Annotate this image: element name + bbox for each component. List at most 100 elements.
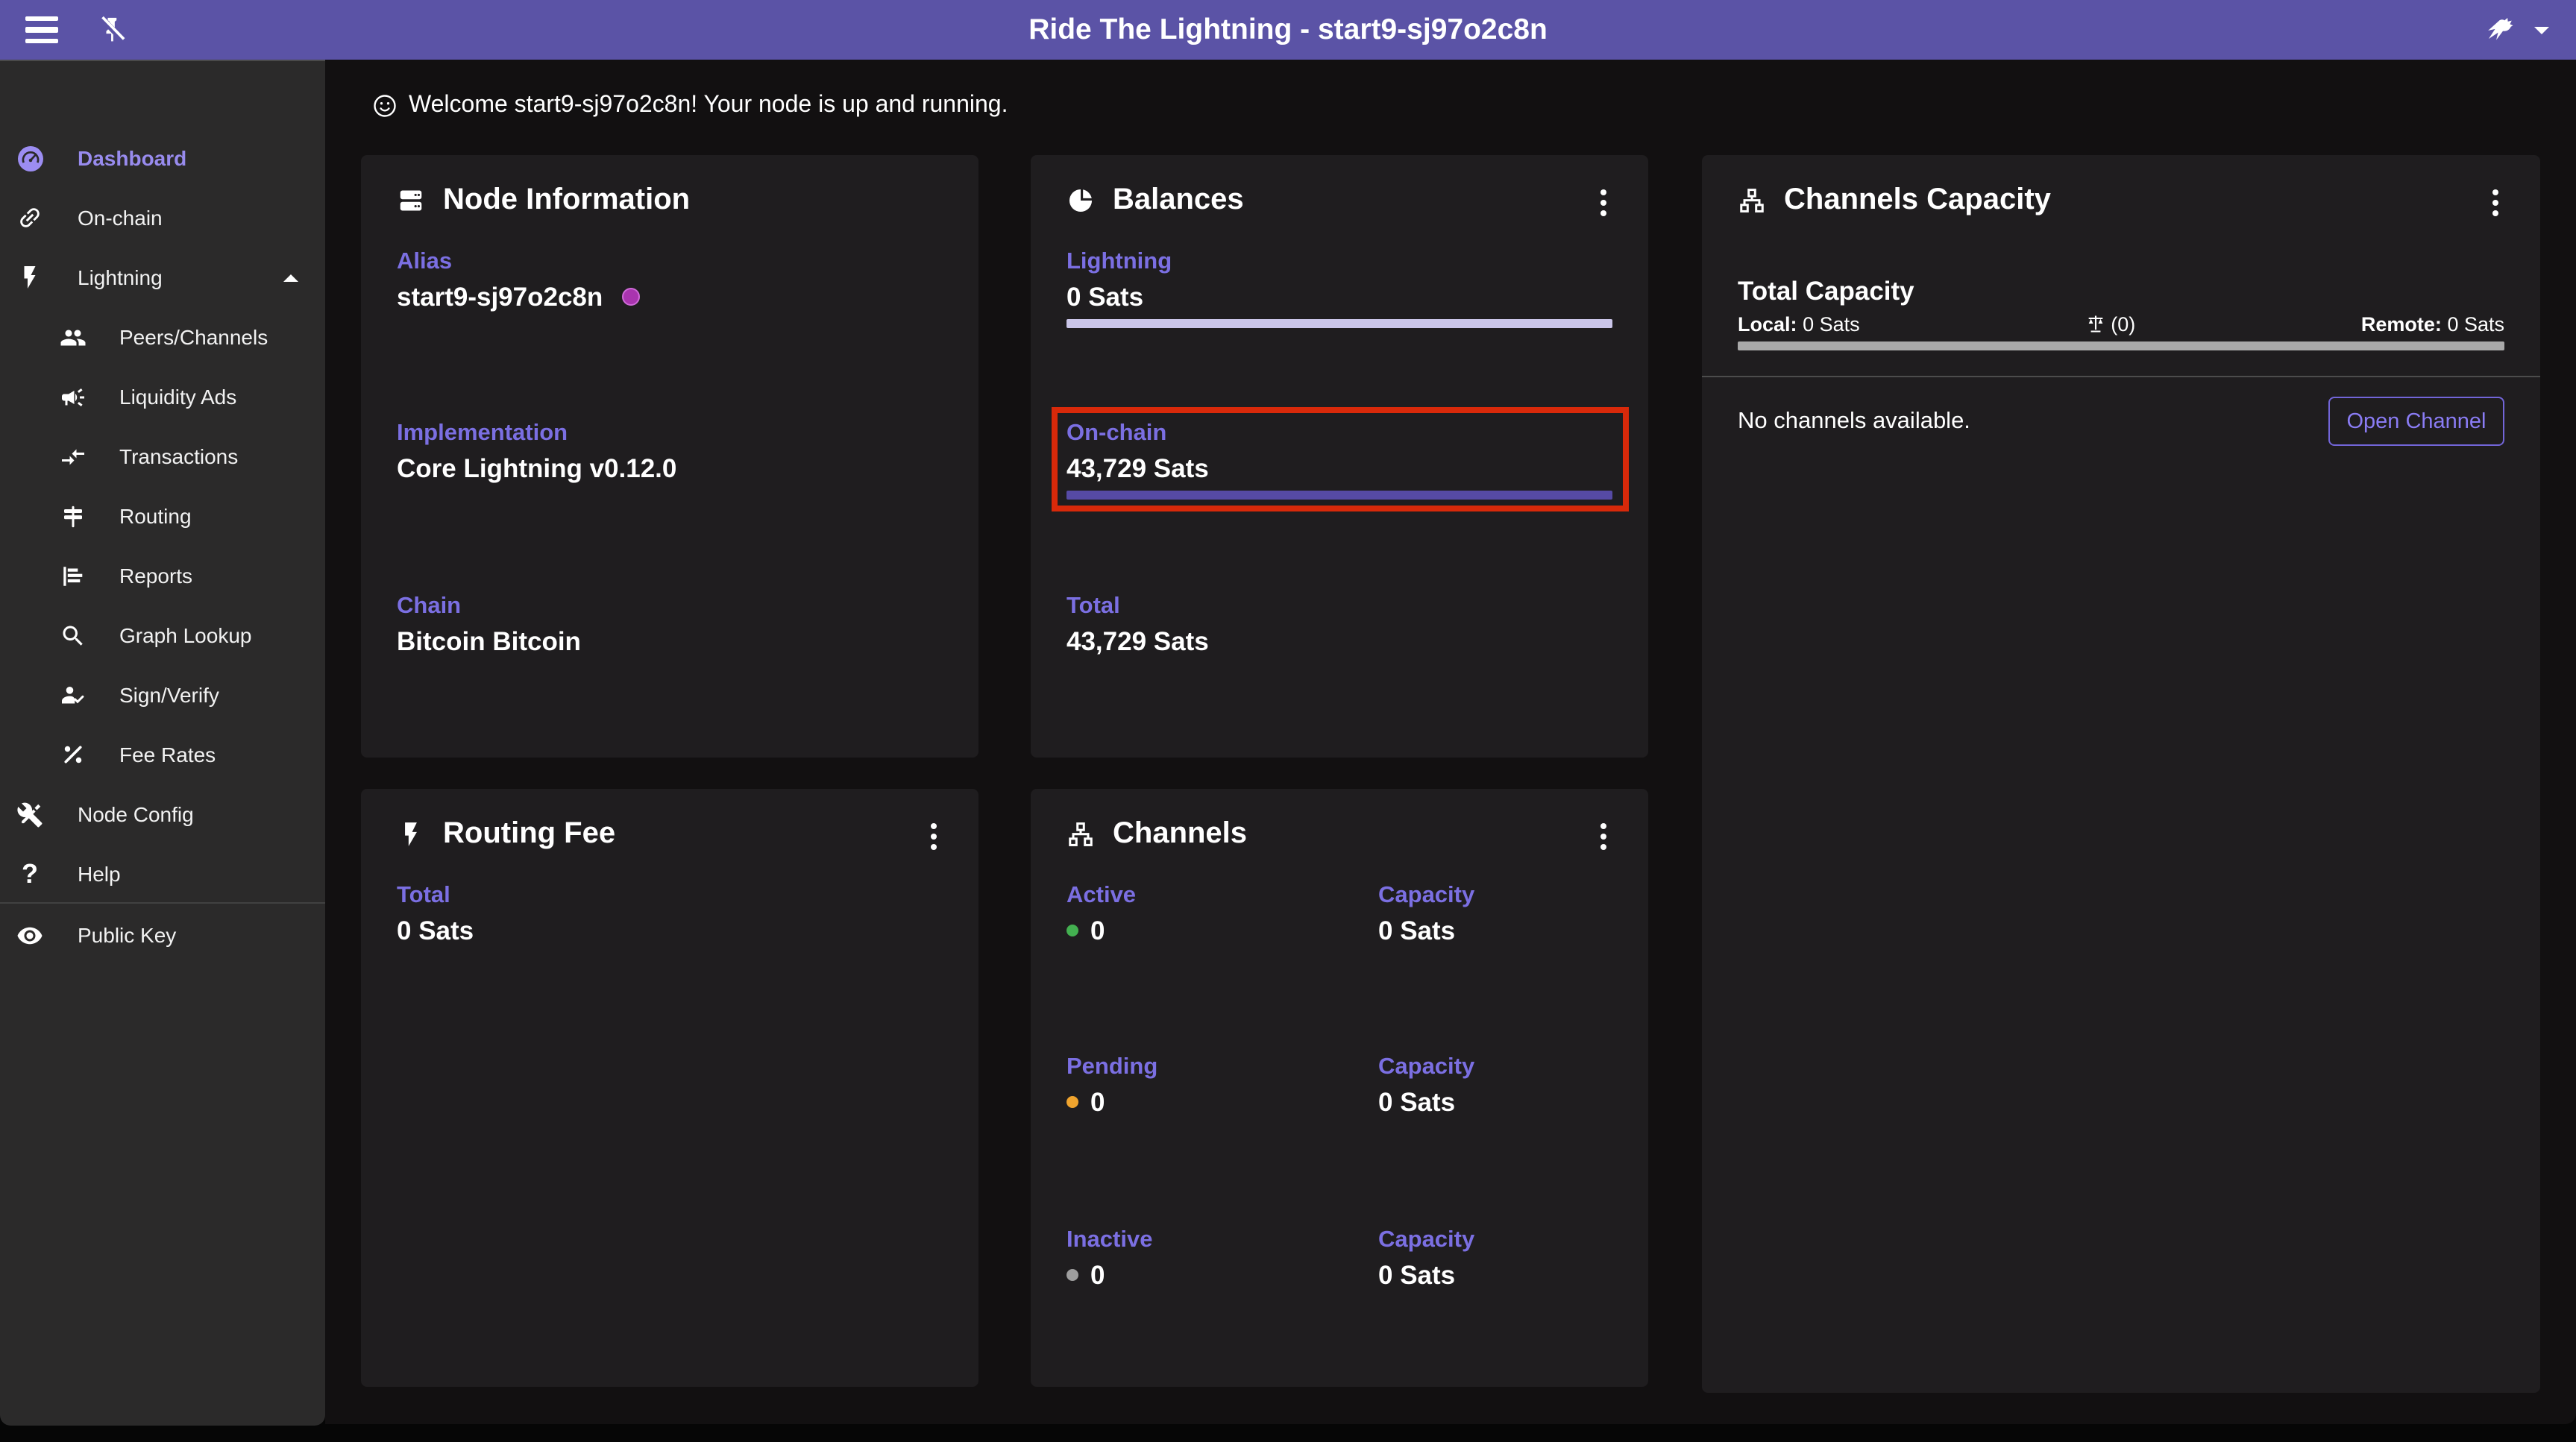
dashboard-icon — [16, 145, 43, 171]
menu-icon[interactable] — [25, 16, 58, 43]
sidebar-item-label: Node Config — [78, 802, 194, 826]
local-label: Local: — [1738, 312, 1797, 335]
sidebar-item-label: Dashboard — [78, 146, 187, 170]
peers-icon — [60, 324, 87, 350]
question-mark-icon: ? — [22, 858, 38, 888]
pin-off-icon[interactable] — [95, 13, 128, 46]
capacity-bar — [1738, 341, 2504, 350]
capacity-label: Capacity — [1378, 1054, 1475, 1080]
state-count: 0 — [1090, 1087, 1105, 1117]
sidebar-item-label: Help — [78, 862, 121, 886]
local-value: 0 Sats — [1803, 312, 1860, 335]
sidebar-item-liquidity-ads[interactable]: Liquidity Ads — [0, 367, 325, 426]
sidebar-item-label: Transactions — [119, 444, 239, 468]
total-capacity-label: Total Capacity — [1738, 276, 1914, 306]
sidebar-item-reports[interactable]: Reports — [0, 546, 325, 605]
sidebar-item-on-chain[interactable]: On-chain — [0, 188, 325, 248]
onchain-balance-bar — [1066, 491, 1612, 500]
sidebar-item-label: Graph Lookup — [119, 623, 252, 647]
card-title: Balances — [1113, 183, 1244, 216]
capacity-divider — [1702, 376, 2540, 377]
onchain-balance-label: On-chain — [1066, 421, 1167, 446]
alias-label: Alias — [397, 249, 453, 274]
sidebar-item-label: Sign/Verify — [119, 683, 219, 707]
capacity-value: 0 Sats — [1378, 1087, 1456, 1117]
card-menu-icon[interactable] — [2489, 189, 2501, 217]
state-count: 0 — [1090, 1260, 1105, 1290]
card-menu-icon[interactable] — [928, 823, 940, 851]
link-icon — [16, 204, 43, 231]
server-icon — [397, 186, 425, 215]
search-icon — [60, 622, 87, 649]
bolt-icon — [397, 820, 425, 848]
rtl-logo-icon[interactable] — [2484, 13, 2518, 47]
state-count: 0 — [1090, 916, 1105, 945]
sidebar-item-fee-rates[interactable]: Fee Rates — [0, 725, 325, 784]
capacity-label: Capacity — [1378, 883, 1475, 908]
total-balance-value: 43,729 Sats — [1066, 626, 1209, 656]
welcome-banner: Welcome start9-sj97o2c8n! Your node is u… — [371, 88, 1008, 124]
remote-label: Remote: — [2360, 312, 2442, 335]
sidebar-item-label: Lightning — [78, 265, 163, 289]
channel-row-active: Active 0 Capacity 0 Sats — [1066, 881, 1612, 945]
main-content: Welcome start9-sj97o2c8n! Your node is u… — [325, 60, 2576, 1424]
signpost-icon — [60, 503, 87, 529]
chain-label: Chain — [397, 594, 462, 619]
sidebar-divider — [0, 902, 325, 904]
open-channel-button[interactable]: Open Channel — [2328, 397, 2504, 446]
balances-card: Balances Lightning 0 Sats On-chain 43,72… — [1031, 155, 1648, 758]
collapse-icon[interactable] — [283, 274, 298, 281]
lightning-balance-value: 0 Sats — [1066, 282, 1144, 312]
sidebar-item-node-config[interactable]: Node Config — [0, 784, 325, 844]
bolt-icon — [16, 264, 43, 291]
routing-fee-total-label: Total — [397, 883, 450, 908]
sidebar-item-sign-verify[interactable]: Sign/Verify — [0, 665, 325, 725]
card-title: Channels Capacity — [1784, 183, 2051, 216]
sidebar-item-peers-channels[interactable]: Peers/Channels — [0, 307, 325, 367]
app-title: Ride The Lightning - start9-sj97o2c8n — [1028, 13, 1548, 46]
sidebar-item-label: Public Key — [78, 923, 177, 947]
sidebar-item-label: Fee Rates — [119, 743, 216, 766]
sidebar-item-label: Liquidity Ads — [119, 385, 237, 409]
onchain-balance-value: 43,729 Sats — [1066, 453, 1209, 483]
implementation-value: Core Lightning v0.12.0 — [397, 453, 677, 483]
routing-fee-total-value: 0 Sats — [397, 916, 474, 945]
sidebar-item-label: Reports — [119, 564, 193, 588]
implementation-label: Implementation — [397, 421, 568, 446]
sidebar-item-transactions[interactable]: Transactions — [0, 426, 325, 486]
chain-value: Bitcoin Bitcoin — [397, 626, 581, 656]
sidebar-item-graph-lookup[interactable]: Graph Lookup — [0, 605, 325, 665]
state-label: Inactive — [1066, 1227, 1153, 1253]
no-channels-text: No channels available. — [1738, 409, 1970, 434]
sidebar-item-label: On-chain — [78, 206, 163, 230]
tools-icon — [16, 801, 43, 828]
sidebar-item-dashboard[interactable]: Dashboard — [0, 128, 325, 188]
smiley-icon — [371, 92, 398, 119]
sidebar-item-public-key[interactable]: Public Key — [0, 905, 325, 965]
inactive-status-dot — [1066, 1269, 1078, 1281]
org-chart-icon — [1066, 820, 1095, 848]
account-dropdown-icon[interactable] — [2534, 26, 2549, 34]
remote-value: 0 Sats — [2447, 312, 2504, 335]
active-status-dot — [1066, 925, 1078, 936]
card-title: Channels — [1113, 817, 1248, 850]
channel-row-pending: Pending 0 Capacity 0 Sats — [1066, 1053, 1612, 1117]
sidebar-item-help[interactable]: ? Help — [0, 844, 325, 904]
card-title: Routing Fee — [443, 817, 616, 850]
pending-status-dot — [1066, 1096, 1078, 1108]
welcome-text: Welcome start9-sj97o2c8n! Your node is u… — [409, 92, 1008, 118]
org-chart-icon — [1738, 186, 1766, 215]
sidebar-item-lightning[interactable]: Lightning — [0, 248, 325, 307]
sidebar-item-routing[interactable]: Routing — [0, 486, 325, 546]
local-remote-row: Local: 0 Sats (0) Remote: 0 Sats — [1738, 310, 2504, 337]
lightning-balance-label: Lightning — [1066, 249, 1172, 274]
lightning-balance-bar — [1066, 319, 1612, 328]
balance-count: (0) — [2111, 312, 2136, 335]
card-menu-icon[interactable] — [1598, 189, 1609, 217]
card-menu-icon[interactable] — [1598, 823, 1609, 851]
total-balance-label: Total — [1066, 594, 1120, 619]
capacity-value: 0 Sats — [1378, 1260, 1456, 1290]
alias-value: start9-sj97o2c8n — [397, 282, 603, 312]
card-title: Node Information — [443, 183, 691, 216]
